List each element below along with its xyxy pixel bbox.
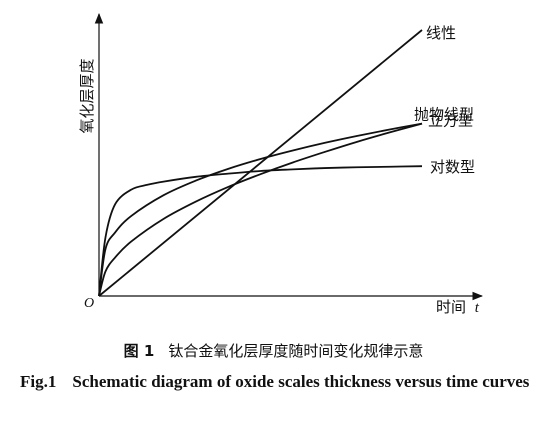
caption-cn-text: 钛合金氧化层厚度随时间变化规律示意: [168, 342, 424, 360]
series-label-parabolic: 抛物线型: [414, 106, 474, 124]
x-axis-label: 时间 t: [436, 298, 480, 316]
origin-label: O: [84, 296, 94, 311]
series-label-linear: 线性: [426, 24, 456, 42]
figure-caption-en: Fig.1 Schematic diagram of oxide scales t…: [20, 368, 535, 395]
x-axis-label-text: 时间: [436, 298, 466, 316]
caption-cn-figure-number: 图 1: [123, 342, 155, 360]
series-line-parabolic: [98, 122, 423, 297]
y-axis-label: 氧化层厚度: [78, 58, 96, 133]
figure-caption-cn: 图 1 钛合金氧化层厚度随时间变化规律示意: [0, 340, 547, 361]
series-line-linear: [98, 29, 423, 297]
x-axis-symbol: t: [475, 300, 480, 316]
caption-en-text: Schematic diagram of oxide scales thickn…: [72, 372, 530, 391]
series-line-logarithmic: [98, 165, 423, 297]
series-line-cubic: [98, 122, 423, 297]
caption-en-figure-number: Fig.1: [20, 372, 57, 391]
series-label-logarithmic: 对数型: [430, 158, 475, 176]
series-label-cubic: 立方型: [428, 112, 473, 130]
